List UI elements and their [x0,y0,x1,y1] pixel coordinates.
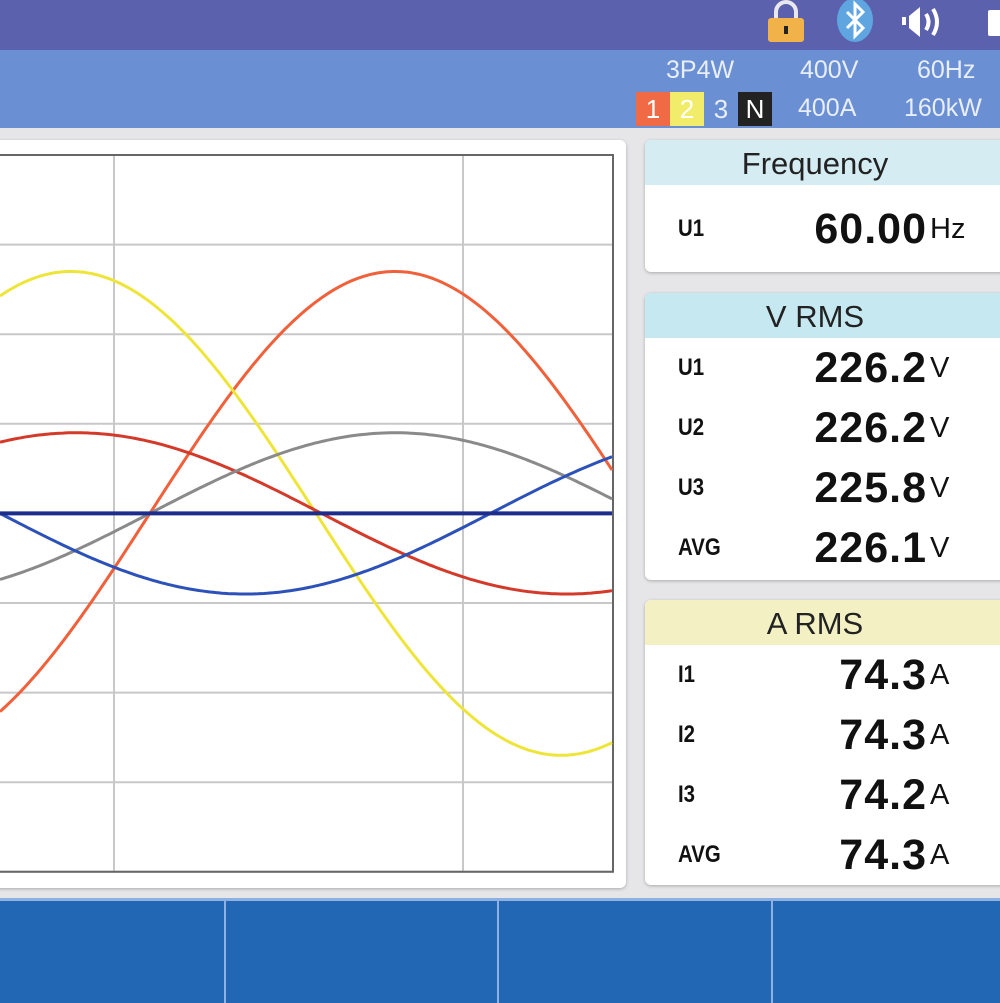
waveform-series-3 [0,431,613,596]
softkey-1[interactable] [0,901,226,1003]
voltage-range: 400V [800,56,859,84]
lock-icon[interactable] [764,0,808,44]
row-unit: A [930,719,950,751]
row-label: I3 [678,781,696,808]
row-label: I2 [678,721,696,748]
current-range: 400A [798,94,857,122]
frequency-header: Frequency [645,140,1000,185]
waveform-series-5 [0,455,613,596]
arms-row: AVG 74.3 A [645,825,1000,885]
channel-n-badge: N [738,92,772,126]
row-value: 74.3 [839,711,927,759]
vrms-row: U1 226.2 V [645,338,1000,398]
arms-row: I1 74.3 A [645,645,1000,705]
softkey-3[interactable] [499,901,773,1003]
frequency-panel: Frequency U1 60.00 Hz [645,140,1000,272]
row-value: 225.8 [814,464,927,512]
arms-row: I3 74.2 A [645,765,1000,825]
vrms-header: V RMS [645,293,1000,338]
softkey-bar [0,898,1000,1003]
row-label: U1 [678,215,705,242]
row-unit: V [930,532,950,564]
row-label: U2 [678,414,705,441]
battery-icon [988,10,1000,36]
speaker-volume-icon[interactable] [900,4,960,40]
row-unit: V [930,412,950,444]
row-label: I1 [678,661,696,688]
frequency-setting: 60Hz [917,56,976,84]
wiring-mode: 3P4W [666,56,735,84]
channel-1-badge: 1 [636,92,670,126]
waveform-series-2 [0,270,613,757]
row-label: U3 [678,474,705,501]
row-value: 226.2 [814,344,927,392]
channel-3-badge: 3 [713,94,729,124]
row-unit: V [930,352,950,384]
vrms-row: U2 226.2 V [645,398,1000,458]
row-value: 60.00 [814,205,927,253]
row-unit: V [930,472,950,504]
row-label: U1 [678,354,705,381]
row-unit: A [930,839,950,871]
arms-row: I2 74.3 A [645,705,1000,765]
row-unit: Hz [930,213,966,245]
vrms-row: AVG 226.1 V [645,518,1000,578]
softkey-2[interactable] [226,901,499,1003]
row-label: AVG [678,534,721,561]
arms-panel: A RMS I1 74.3 A I2 74.3 A I3 74.2 A AVG 74.3 A [645,600,1000,885]
row-value: 226.1 [814,524,927,572]
arms-header: A RMS [645,600,1000,645]
power-range: 160kW [904,94,982,122]
bluetooth-icon[interactable] [835,0,875,44]
channel-2-badge: 2 [670,92,704,126]
plot-border [0,154,614,873]
row-label: AVG [678,841,721,868]
row-unit: A [930,659,950,691]
waveform-series-4 [0,431,613,581]
waveform-chart [0,154,614,873]
softkey-4[interactable] [773,901,1000,1003]
vrms-row: U3 225.8 V [645,458,1000,518]
vrms-panel: V RMS U1 226.2 V U2 226.2 V U3 225.8 V AVG 226.… [645,293,1000,580]
row-value: 74.2 [839,771,927,819]
status-bar [0,0,1000,50]
row-value: 74.3 [839,651,927,699]
row-value: 74.3 [839,831,927,879]
row-value: 226.2 [814,404,927,452]
waveform-panel [0,140,626,888]
waveform-series-1 [0,270,614,713]
row-unit: A [930,779,950,811]
frequency-row: U1 60.00 Hz [645,199,1000,259]
